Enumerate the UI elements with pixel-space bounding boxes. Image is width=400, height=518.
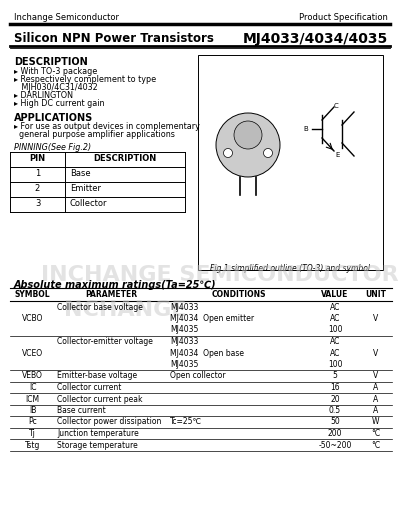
Text: 16: 16 (330, 383, 340, 392)
Bar (198, 55, 383, 270)
Text: MJ4035: MJ4035 (170, 325, 198, 335)
Text: 100: 100 (328, 360, 342, 369)
Text: MJ4034  Open emitter: MJ4034 Open emitter (170, 314, 254, 323)
Text: IB: IB (29, 406, 36, 415)
Text: Collector current peak: Collector current peak (57, 395, 142, 404)
Text: Tj: Tj (29, 429, 36, 438)
Circle shape (234, 121, 262, 149)
Text: °C: °C (372, 429, 380, 438)
Text: Tstg: Tstg (25, 440, 40, 450)
Text: PARAMETER: PARAMETER (86, 290, 138, 299)
Text: Emitter: Emitter (70, 184, 101, 193)
Text: ▸ Respectively complement to type: ▸ Respectively complement to type (14, 75, 156, 84)
Text: 2: 2 (35, 184, 40, 193)
Text: MJ4033: MJ4033 (170, 303, 198, 311)
Text: Absolute maximum ratings(Ta=25℃): Absolute maximum ratings(Ta=25℃) (14, 280, 217, 290)
Text: E: E (335, 152, 339, 158)
Text: CONDITIONS: CONDITIONS (212, 290, 266, 299)
Text: 50: 50 (330, 418, 340, 426)
Text: SYMBOL: SYMBOL (15, 290, 50, 299)
Text: 3: 3 (35, 199, 40, 208)
Text: VEBO: VEBO (22, 371, 43, 381)
Text: 5: 5 (332, 371, 338, 381)
Text: AC: AC (330, 314, 340, 323)
Text: PINNING(See Fig.2): PINNING(See Fig.2) (14, 143, 91, 152)
Text: IC: IC (29, 383, 36, 392)
Text: ICM: ICM (26, 395, 40, 404)
Text: Product Specification: Product Specification (299, 13, 388, 22)
Text: ▸ DARLINGTON: ▸ DARLINGTON (14, 91, 73, 100)
Text: MJ4035: MJ4035 (170, 360, 198, 369)
Text: Collector base voltage: Collector base voltage (57, 303, 143, 311)
Text: C: C (334, 103, 339, 109)
Text: MJH030/4C31/4032: MJH030/4C31/4032 (14, 83, 98, 92)
Text: B: B (303, 126, 308, 132)
Text: Open collector: Open collector (170, 371, 226, 381)
Text: PIN: PIN (30, 154, 46, 163)
Text: 1: 1 (35, 169, 40, 178)
Text: MJ4034  Open base: MJ4034 Open base (170, 349, 244, 357)
Text: Collector current: Collector current (57, 383, 121, 392)
Text: ▸ High DC current gain: ▸ High DC current gain (14, 99, 104, 108)
Text: UNIT: UNIT (366, 290, 386, 299)
Text: VCEO: VCEO (22, 349, 43, 357)
Text: ▸ For use as output devices in complementary: ▸ For use as output devices in complemen… (14, 122, 200, 131)
Text: Silicon NPN Power Transistors: Silicon NPN Power Transistors (14, 32, 214, 45)
Text: °C: °C (372, 440, 380, 450)
Text: MJ4033: MJ4033 (170, 337, 198, 346)
Text: Junction temperature: Junction temperature (57, 429, 139, 438)
Text: VALUE: VALUE (321, 290, 349, 299)
Text: VCBO: VCBO (22, 314, 43, 323)
Text: DESCRIPTION: DESCRIPTION (14, 57, 88, 67)
Text: V: V (373, 314, 379, 323)
Text: 200: 200 (328, 429, 342, 438)
Text: A: A (373, 383, 379, 392)
Text: A: A (373, 406, 379, 415)
Text: Tc=25℃: Tc=25℃ (170, 418, 202, 426)
Text: V: V (373, 349, 379, 357)
Text: Collector: Collector (70, 199, 108, 208)
Text: 100: 100 (328, 325, 342, 335)
Circle shape (264, 149, 272, 157)
Text: DESCRIPTION: DESCRIPTION (93, 154, 157, 163)
Text: Pc: Pc (28, 418, 37, 426)
Text: AC: AC (330, 303, 340, 311)
Text: INCHANGE SEMICONDUCTOR: INCHANGE SEMICONDUCTOR (41, 265, 399, 285)
Text: Fig.1 simplified outline (TO-3) and symbol: Fig.1 simplified outline (TO-3) and symb… (210, 264, 370, 273)
Text: Storage temperature: Storage temperature (57, 440, 138, 450)
Text: Collector power dissipation: Collector power dissipation (57, 418, 161, 426)
Text: AC: AC (330, 337, 340, 346)
Circle shape (216, 113, 280, 177)
Text: W: W (372, 418, 380, 426)
Text: Collector-emitter voltage: Collector-emitter voltage (57, 337, 153, 346)
Text: -50~200: -50~200 (318, 440, 352, 450)
Text: Inchange Semiconductor: Inchange Semiconductor (14, 13, 119, 22)
Text: ▸ With TO-3 package: ▸ With TO-3 package (14, 67, 97, 76)
Text: NCHANGE: NCHANGE (64, 300, 186, 320)
Text: Base: Base (70, 169, 91, 178)
Text: MJ4033/4034/4035: MJ4033/4034/4035 (243, 32, 388, 46)
Text: Base current: Base current (57, 406, 106, 415)
Text: A: A (373, 395, 379, 404)
Text: APPLICATIONS: APPLICATIONS (14, 113, 93, 123)
Text: general purpose amplifier applications: general purpose amplifier applications (14, 130, 175, 139)
Circle shape (224, 149, 232, 157)
Text: AC: AC (330, 349, 340, 357)
Text: Emitter-base voltage: Emitter-base voltage (57, 371, 137, 381)
Text: 20: 20 (330, 395, 340, 404)
Text: 0.5: 0.5 (329, 406, 341, 415)
Text: V: V (373, 371, 379, 381)
